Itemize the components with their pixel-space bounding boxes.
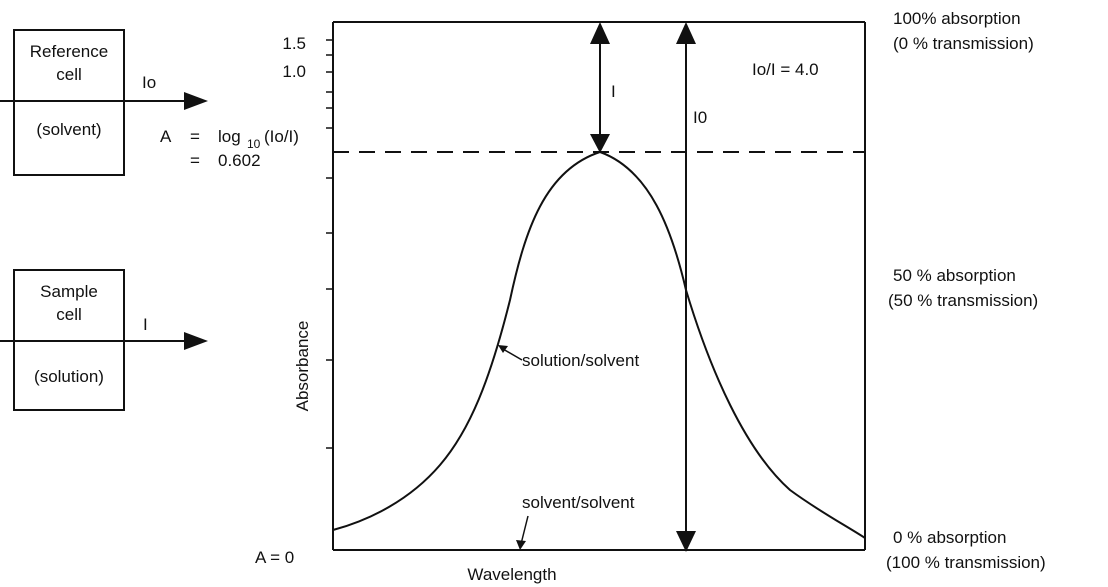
reference-beam-arrowhead bbox=[184, 92, 208, 110]
equation-lhs: A bbox=[160, 127, 172, 146]
solution-solvent-curve bbox=[332, 150, 866, 539]
equation-equals: = bbox=[190, 127, 200, 146]
curve-label-pointer bbox=[502, 348, 523, 361]
sample-cell-title-line2: cell bbox=[56, 305, 82, 324]
right-label-mid-line2: (50 % transmission) bbox=[888, 291, 1038, 310]
reference-cell: Reference cell (solvent) bbox=[13, 29, 125, 176]
intensity-i0-arrowhead-top bbox=[676, 22, 696, 44]
sample-beam-arrowhead bbox=[184, 332, 208, 350]
plot-frame bbox=[332, 21, 866, 551]
equation-log-base: 10 bbox=[247, 137, 261, 151]
right-label-top-line1: 100% absorption bbox=[893, 9, 1021, 28]
zero-absorbance-label: A = 0 bbox=[255, 548, 294, 567]
sample-cell-content: (solution) bbox=[34, 367, 104, 386]
right-label-top-line2: (0 % transmission) bbox=[893, 34, 1034, 53]
reference-cell-content: (solvent) bbox=[36, 120, 101, 139]
equation-argument: (Io/I) bbox=[264, 127, 299, 146]
y-ticks bbox=[326, 39, 333, 449]
baseline-label-pointer bbox=[520, 515, 529, 545]
right-label-bottom-line1: 0 % absorption bbox=[893, 528, 1006, 547]
sample-cell-title-line1: Sample bbox=[40, 282, 98, 301]
intensity-i-arrowhead-top bbox=[590, 22, 610, 44]
sample-cell: Sample cell (solution) bbox=[13, 269, 125, 411]
reference-cell-title-line2: cell bbox=[56, 65, 82, 84]
baseline-label-solvent-solvent: solvent/solvent bbox=[522, 493, 635, 512]
baseline-label-pointer-head bbox=[516, 540, 526, 550]
absorbance-equation: A = log 10 (Io/I) = 0.602 bbox=[160, 127, 299, 170]
ratio-annotation: Io/I = 4.0 bbox=[752, 60, 819, 79]
reference-cell-title-line1: Reference bbox=[30, 42, 108, 61]
intensity-i0-label: I0 bbox=[693, 108, 707, 127]
y-tick-label-1-5: 1.5 bbox=[282, 34, 306, 53]
y-tick-label-1-0: 1.0 bbox=[282, 62, 306, 81]
sample-beam-label: I bbox=[143, 315, 148, 334]
intensity-i-label: I bbox=[611, 82, 616, 101]
x-axis-label: Wavelength bbox=[467, 565, 556, 584]
curve-label-pointer-head bbox=[498, 345, 508, 353]
equation-result: 0.602 bbox=[218, 151, 261, 170]
intensity-i0-arrowhead-bottom bbox=[676, 531, 696, 552]
reference-beam-label: Io bbox=[142, 73, 156, 92]
equation-log: log bbox=[218, 127, 241, 146]
equation-result-equals: = bbox=[190, 151, 200, 170]
right-label-bottom-line2: (100 % transmission) bbox=[886, 553, 1046, 572]
right-label-mid-line1: 50 % absorption bbox=[893, 266, 1016, 285]
curve-label-solution-solvent: solution/solvent bbox=[522, 351, 639, 370]
y-axis-label: Absorbance bbox=[293, 321, 312, 412]
intensity-i-arrowhead-bottom bbox=[590, 134, 610, 153]
